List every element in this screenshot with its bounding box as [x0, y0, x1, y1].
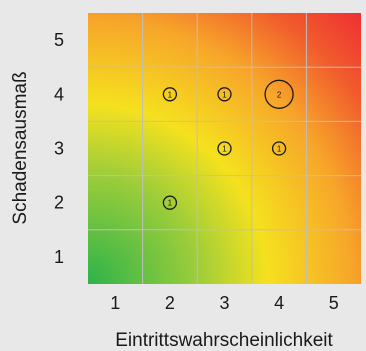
y-tick-label: 3	[54, 139, 64, 159]
data-point-circle	[217, 87, 232, 102]
data-point: 2	[264, 79, 294, 109]
data-point-count: 1	[168, 199, 173, 208]
data-point: 1	[162, 87, 178, 102]
data-point: 1	[217, 141, 232, 156]
x-tick-label: 3	[219, 293, 229, 313]
data-point: 1	[162, 195, 178, 210]
data-point: 1	[217, 87, 232, 102]
data-point-count: 2	[277, 90, 282, 99]
data-point-count: 1	[222, 145, 227, 154]
plot-background	[88, 13, 361, 284]
data-point-count: 1	[277, 145, 282, 154]
x-tick-label: 2	[165, 293, 175, 313]
data-points: 1 1 2 1 1 1	[162, 79, 294, 210]
y-tick-label: 1	[54, 247, 64, 267]
y-tick-label: 5	[54, 30, 64, 50]
y-tick-label: 2	[54, 193, 64, 213]
x-tick-label: 1	[110, 293, 120, 313]
data-point-circle	[162, 87, 178, 102]
data-point-circle	[264, 79, 294, 109]
y-axis-title: Schadensausmaß	[10, 71, 31, 224]
grid	[88, 13, 361, 284]
data-point-circle	[217, 141, 232, 156]
tick-labels: 1 2 3 4 5 1 2 3 4 5	[54, 30, 339, 313]
data-point-count: 1	[168, 90, 173, 99]
x-tick-label: 5	[329, 293, 339, 313]
x-axis-title: Eintrittswahrscheinlichkeit	[115, 330, 333, 351]
y-tick-label: 4	[54, 84, 64, 104]
x-tick-label: 4	[274, 293, 284, 313]
data-point-circle	[271, 141, 287, 156]
data-point-count: 1	[222, 90, 227, 99]
data-point: 1	[271, 141, 287, 156]
data-point-circle	[162, 195, 178, 210]
